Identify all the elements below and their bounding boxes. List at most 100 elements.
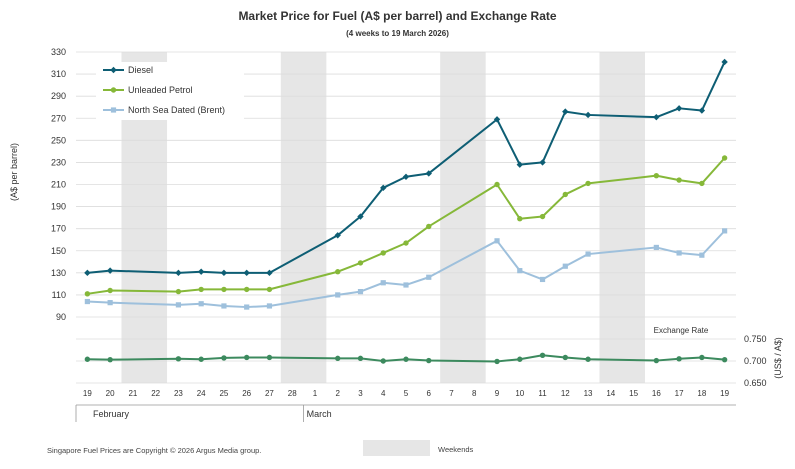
north-sea-dated-brent-point: [494, 238, 500, 244]
x-tick-label: 14: [606, 389, 615, 398]
y2-tick-label: 0.700: [744, 356, 767, 366]
legend-label: Diesel: [128, 65, 153, 75]
exchange-rate-point: [676, 356, 682, 362]
x-tick-label: 18: [697, 389, 706, 398]
y-tick-label: 270: [51, 113, 66, 123]
exchange-rate-point: [562, 354, 569, 361]
exchange-rate-point: [84, 356, 91, 362]
x-tick-label: 3: [358, 389, 363, 398]
unleaded-petrol-point: [266, 286, 273, 293]
x-tick-label: 12: [561, 389, 570, 398]
unleaded-petrol-point: [699, 180, 705, 187]
chart-title: Market Price for Fuel (A$ per barrel) an…: [238, 9, 557, 23]
x-tick-label: 24: [197, 389, 206, 398]
unleaded-petrol-point: [357, 260, 364, 266]
legend-marker: [110, 107, 117, 113]
exchange-rate-point: [266, 354, 273, 361]
north-sea-dated-brent-point: [221, 303, 227, 309]
x-tick-label: 27: [265, 389, 274, 398]
diesel-point: [584, 111, 592, 119]
north-sea-dated-brent-point: [699, 252, 705, 258]
diesel-point: [653, 113, 660, 121]
x-tick-label: 8: [472, 389, 477, 398]
exchange-rate-point: [380, 358, 386, 364]
y-tick-label: 110: [52, 290, 66, 300]
exchange-rate-point: [403, 356, 409, 362]
diesel-point: [175, 269, 182, 277]
x-tick-label: 21: [128, 389, 137, 398]
weekend-band: [280, 52, 327, 383]
y-tick-label: 310: [51, 69, 66, 79]
x-tick-label: 23: [174, 389, 183, 398]
north-sea-dated-brent-point: [357, 289, 364, 295]
north-sea-dated-brent-point: [517, 268, 523, 274]
north-sea-dated-brent-point: [107, 300, 113, 306]
y2-axis-label: (US$ / A$): [773, 337, 783, 379]
diesel-point: [220, 269, 228, 277]
exchange-rate-point: [539, 352, 546, 358]
x-tick-label: 10: [515, 389, 524, 398]
diesel-point: [425, 170, 432, 177]
unleaded-petrol-point: [198, 286, 204, 293]
chart-subtitle: (4 weeks to 19 March 2026): [346, 29, 449, 38]
x-tick-label: 13: [584, 389, 593, 398]
diesel-point: [675, 105, 683, 112]
north-sea-dated-brent-point: [585, 251, 591, 257]
x-tick-label: 11: [538, 389, 547, 398]
north-sea-dated-brent-point: [380, 280, 386, 286]
x-tick-label: 19: [720, 389, 729, 398]
unleaded-petrol-point: [107, 287, 113, 294]
exchange-rate-point: [426, 357, 432, 364]
x-tick-label: 9: [495, 389, 500, 398]
diesel-point: [84, 269, 91, 277]
diesel-point: [562, 108, 569, 115]
y-tick-label: 210: [51, 180, 66, 190]
north-sea-dated-brent-point: [403, 282, 409, 288]
x-tick-label: 22: [151, 389, 160, 398]
diesel-point: [197, 268, 205, 275]
north-sea-dated-brent-point: [539, 276, 546, 283]
x-tick-label: 26: [242, 389, 251, 398]
north-sea-dated-brent-point: [722, 228, 728, 234]
y-axis-label: (A$ per barrel): [9, 143, 19, 201]
weekend-band: [440, 52, 486, 383]
y-tick-label: 330: [51, 47, 66, 57]
north-sea-dated-brent-point: [676, 250, 682, 256]
diesel-point: [380, 184, 387, 192]
legend-marker: [110, 66, 117, 74]
north-sea-dated-brent-point: [653, 244, 659, 251]
north-sea-dated-brent-point: [244, 304, 250, 310]
y2-tick-label: 0.750: [744, 334, 767, 344]
exchange-rate-point: [357, 355, 364, 362]
x-tick-label: 28: [288, 389, 297, 398]
month-label: February: [93, 409, 130, 419]
diesel-point: [106, 267, 114, 274]
x-tick-label: 19: [83, 389, 92, 398]
exchange-rate-point: [243, 354, 250, 361]
unleaded-petrol-point: [653, 172, 660, 179]
weekend-legend-label: Weekends: [438, 445, 474, 454]
y-tick-label: 150: [51, 246, 66, 256]
exchange-rate-point: [494, 358, 500, 365]
north-sea-dated-brent-point: [175, 302, 182, 308]
unleaded-petrol-point: [585, 180, 591, 187]
north-sea-dated-brent-point: [426, 274, 432, 280]
exchange-rate-point: [699, 354, 705, 361]
north-sea-dated-brent-point: [266, 303, 273, 309]
unleaded-petrol-point: [380, 250, 386, 256]
unleaded-petrol-point: [243, 286, 250, 293]
weekend-legend-swatch: [363, 440, 430, 456]
unleaded-petrol-point: [335, 269, 341, 275]
y-tick-label: 90: [56, 312, 66, 322]
legend-marker: [110, 87, 117, 93]
diesel-point: [698, 107, 706, 114]
diesel-point: [539, 159, 546, 166]
x-tick-label: 17: [675, 389, 684, 398]
x-tick-label: 1: [313, 389, 318, 398]
unleaded-petrol-point: [676, 177, 682, 183]
y-tick-label: 230: [51, 157, 66, 167]
unleaded-petrol-point: [403, 240, 409, 246]
x-tick-label: 20: [106, 389, 115, 398]
exchange-rate-point: [221, 355, 227, 361]
